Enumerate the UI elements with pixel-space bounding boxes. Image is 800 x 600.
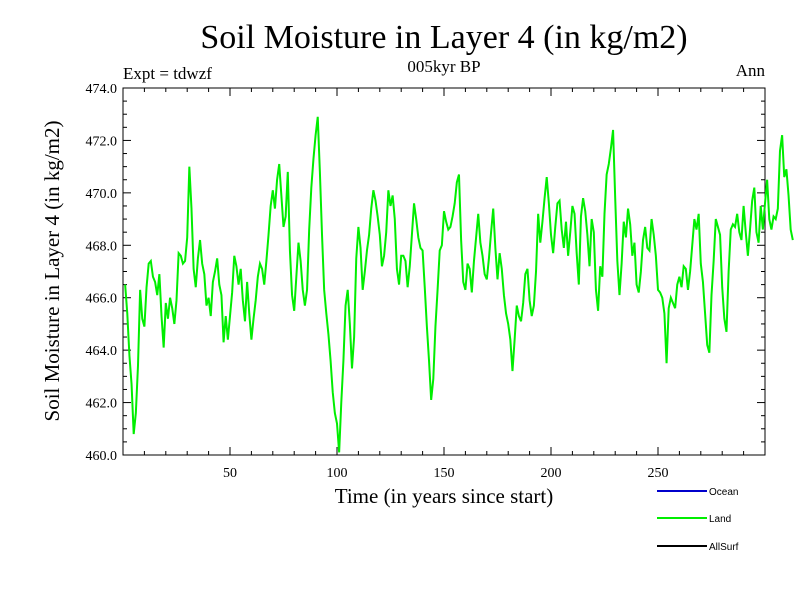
x-tick-label: 100: [327, 466, 348, 481]
experiment-label: Expt = tdwzf: [123, 64, 212, 83]
x-axis-label: Time (in years since start): [335, 484, 554, 508]
chart-subtitle: 005kyr BP: [407, 57, 480, 76]
x-tick-label: 250: [648, 466, 669, 481]
legend-label: Land: [709, 514, 731, 525]
x-tick-labels: 50 100 150 200 250: [223, 466, 669, 481]
legend-label: Ocean: [709, 487, 738, 498]
x-tick-label: 150: [434, 466, 455, 481]
y-tick-label: 474.0: [86, 82, 118, 97]
legend-label: AllSurf: [709, 542, 739, 553]
y-tick-label: 470.0: [86, 187, 118, 202]
y-tick-label: 462.0: [86, 397, 118, 412]
y-tick-label: 464.0: [86, 344, 118, 359]
chart-title: Soil Moisture in Layer 4 (in kg/m2): [200, 19, 687, 56]
season-label: Ann: [736, 61, 766, 80]
y-tick-label: 468.0: [86, 239, 118, 254]
y-tick-label: 460.0: [86, 449, 118, 464]
y-tick-labels: 460.0 462.0 464.0 466.0 468.0 470.0 472.0 474.0: [86, 82, 118, 464]
land-series-line: [124, 116, 794, 453]
legend: Ocean Land AllSurf: [657, 487, 739, 553]
plot-area: 460.0 462.0 464.0 466.0 468.0 470.0 472.0 474.0…: [86, 82, 794, 481]
y-axis-label: Soil Moisture in Layer 4 (in kg/m2): [40, 121, 64, 422]
y-tick-label: 466.0: [86, 292, 118, 307]
y-tick-label: 472.0: [86, 134, 118, 149]
x-tick-label: 50: [223, 466, 237, 481]
x-tick-label: 200: [541, 466, 562, 481]
plot-frame: [122, 87, 766, 456]
tick-marks: [123, 88, 765, 455]
